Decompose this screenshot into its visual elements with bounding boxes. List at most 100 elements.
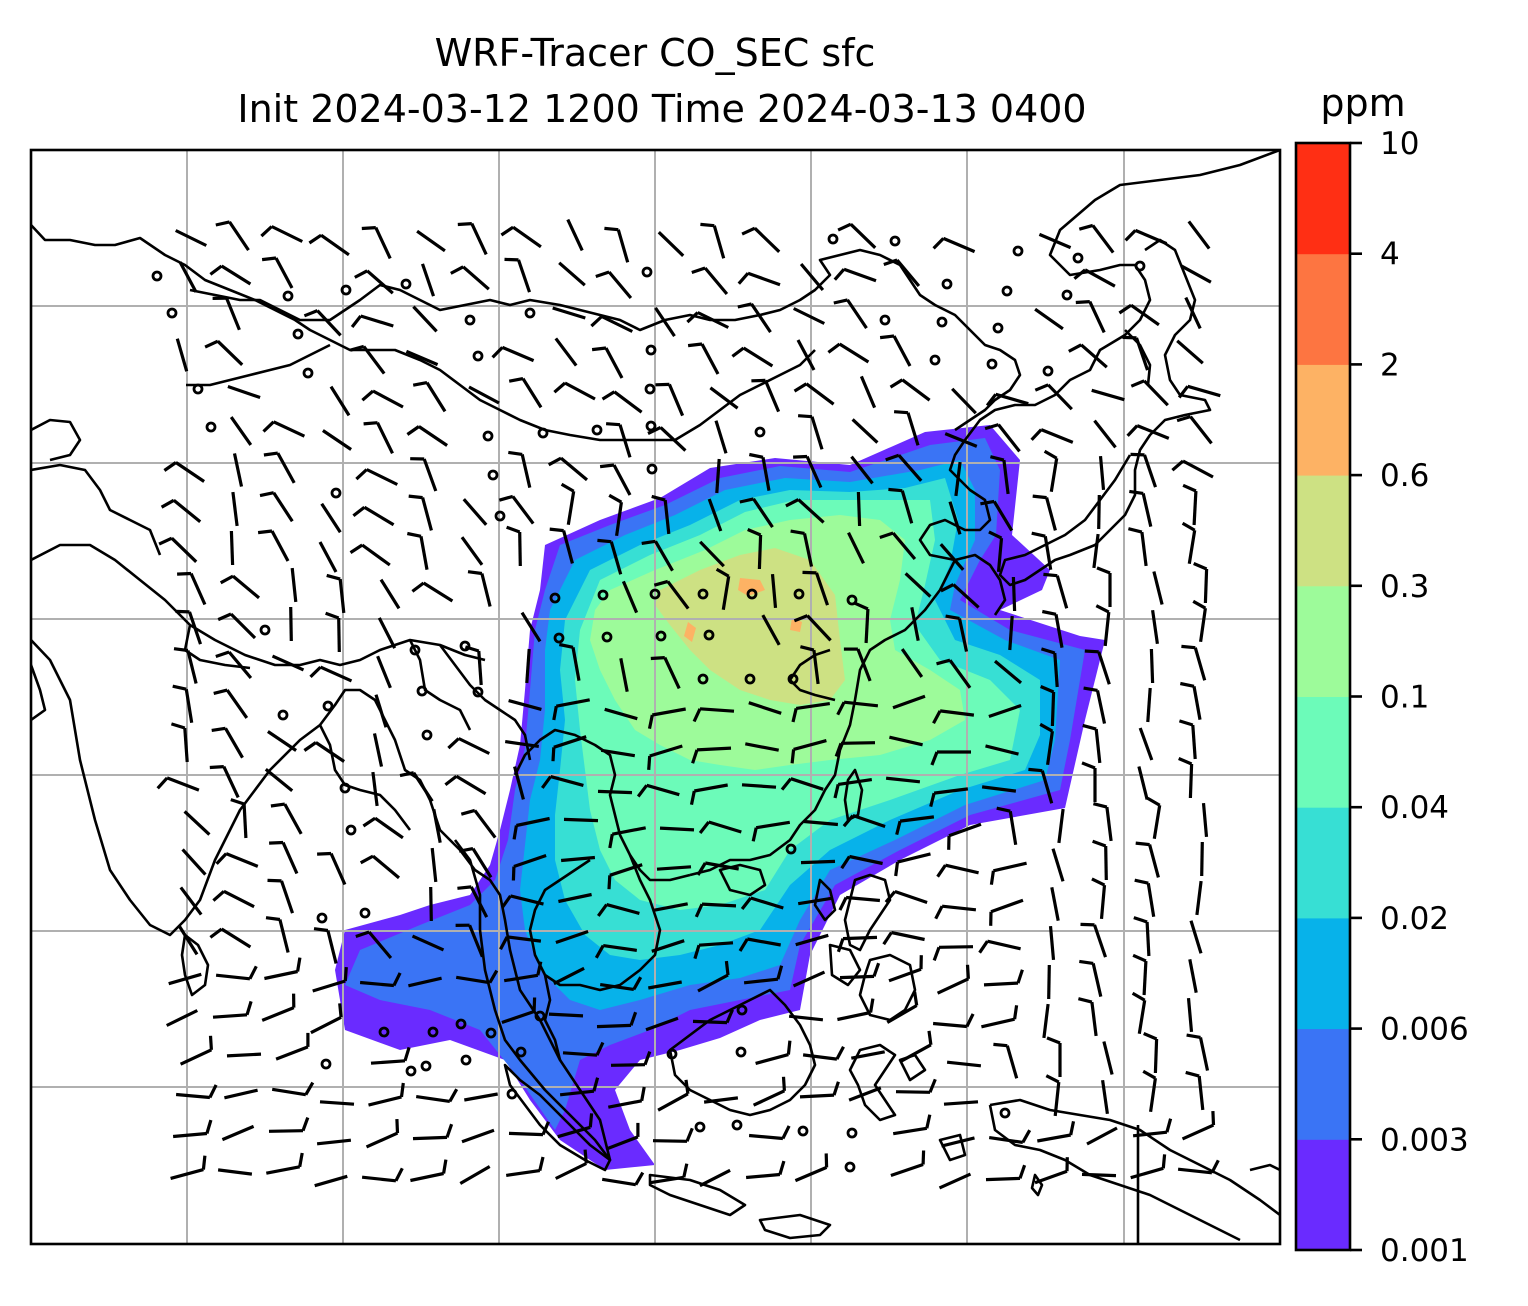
calm-marker [645,420,657,432]
wind-barb-shaft [806,614,832,642]
wind-barb-flag [208,1035,213,1050]
wind-barb-flag [532,997,537,1012]
wind-barb-shaft [1002,459,1010,495]
wind-barb-flag [458,847,474,853]
wind-barb-shaft [1203,568,1209,604]
wind-barb-shaft [1187,220,1211,250]
wind-barb-shaft [891,930,925,942]
wind-barb-shaft [170,537,198,563]
wind-barb-shaft [652,707,686,717]
wind-barb-shaft [179,1048,213,1066]
wind-barb-shaft [800,859,836,865]
wind-barb-shaft [659,826,695,832]
wind-barb-flag [993,1042,1008,1048]
wind-barb-flag [738,938,749,952]
calm-marker [746,588,758,600]
wind-barb-flag [800,645,815,652]
wind-barb-flag [608,493,623,504]
wind-barb-flag [457,885,472,890]
wind-barb-shaft [525,648,531,684]
wind-barb-shaft [892,335,912,367]
calm-marker [400,278,412,290]
wind-barb-flag [1134,878,1149,885]
wind-barb-shaft [612,464,632,496]
wind-barb-shaft [231,574,261,600]
wind-barb-shaft [1146,882,1156,918]
wind-barb-shaft [268,1129,304,1133]
wind-barb-flag [1182,483,1197,493]
wind-barb-shaft [181,848,207,876]
wind-barb-shaft [842,935,878,941]
colorbar-band [1296,1028,1350,1140]
wind-barb-flag [980,499,995,506]
wind-barb-flag [204,339,219,349]
wind-barb-shaft [1145,921,1151,957]
wind-barb-flag [872,962,881,977]
wind-barb-flag [833,268,846,281]
wind-barb-flag [1179,681,1195,688]
wind-barb-shaft [281,841,299,875]
wind-barb-flag [309,665,322,679]
calm-marker [846,1127,858,1139]
wind-barb-shaft [274,257,294,289]
wind-barb-flag [156,776,169,790]
wind-barb-flag [444,774,458,787]
calm-marker [744,673,756,685]
wind-barb-shaft [457,737,491,755]
wind-barb-shaft [272,491,294,523]
wind-barb-flag [608,833,614,849]
wind-barb-shaft [666,580,690,610]
wind-barb-shaft [895,1090,931,1094]
calm-wind-markers [151,233,1146,1173]
calm-marker [405,1065,417,1077]
wind-barb-flag [549,527,564,533]
wind-barb-flag [1040,685,1055,694]
wind-barb-shaft [1043,535,1053,571]
wind-barb-shaft [405,349,439,367]
calm-marker [929,354,941,366]
wind-barb-flag [1192,599,1207,610]
calm-marker [409,644,421,656]
wind-barb-flag [1093,802,1108,809]
wind-barb-shaft [460,536,484,566]
wind-barb-shaft [1057,808,1065,844]
wind-barb-shaft [788,1014,824,1022]
wind-barb-shaft [886,1004,918,1024]
wind-barb-flag [349,543,364,554]
wind-barb-shaft [864,608,870,644]
wind-barb-shaft [165,1009,199,1027]
wind-barb-shaft [172,499,202,523]
wind-barb-shaft [667,383,685,417]
wind-barb-flag [1084,649,1099,654]
colorbar-band [1296,253,1350,365]
wind-barb-shaft [462,498,488,526]
wind-barb-shaft [232,453,244,487]
wind-barb-shaft [1188,763,1194,799]
wind-barb-shaft [1186,997,1194,1033]
wind-barb-flag [158,536,173,546]
wind-barb-shaft [261,1006,295,1022]
wind-barb-shaft [692,1019,728,1025]
calm-marker [151,270,163,282]
wind-barb-shaft [744,742,780,752]
calm-marker [524,307,536,319]
wind-barb-flag [467,570,483,576]
wind-barb-flag [1193,562,1208,571]
wind-barb-shaft [178,261,198,293]
wind-barb-shaft [646,783,680,797]
wind-barb-shaft [558,261,586,287]
wind-barb-flag [984,423,999,431]
wind-barb-shaft [557,1125,591,1139]
wind-barb-shaft [1201,802,1209,838]
calm-marker [464,314,476,326]
wind-barb-flag [1130,379,1145,388]
calm-marker [534,1010,546,1022]
wind-barb-flag [260,225,273,238]
wind-barb-shaft [910,606,920,642]
wind-barb-shaft [748,1133,784,1141]
calm-marker [797,1125,809,1137]
wind-barb-shaft [850,1050,886,1060]
wind-barb-shaft [367,930,393,960]
calm-marker [597,589,609,601]
wind-barb-flag [741,226,756,236]
